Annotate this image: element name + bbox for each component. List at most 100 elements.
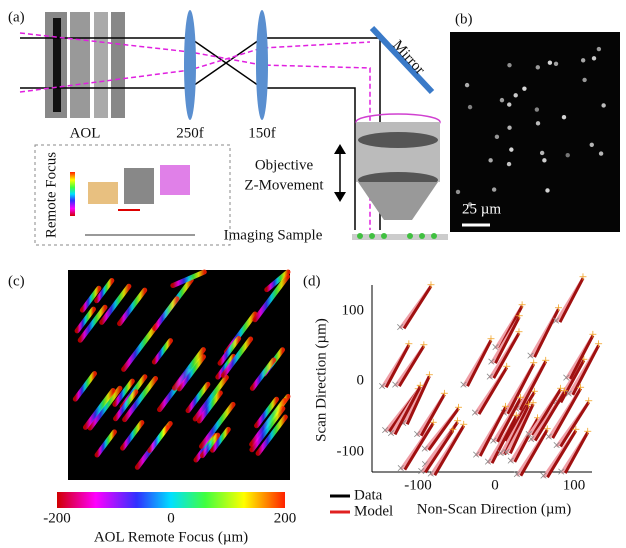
model-marker: × [484,455,492,471]
data-line [424,429,455,474]
streak [74,306,96,334]
bead [545,188,550,193]
streak [170,269,207,289]
data-marker: + [453,414,461,430]
inset-objective [124,168,154,204]
data-marker: + [594,337,602,353]
data-marker: + [529,355,537,371]
panel-label: (b) [455,11,473,27]
streak [249,398,287,447]
objective [358,182,438,220]
bead [553,61,559,67]
legend-label: Data [354,487,383,503]
bead [455,189,461,195]
data-marker: + [459,417,467,433]
aol-crystal [70,12,90,118]
streak [215,353,236,380]
bead [467,202,473,207]
bead [499,97,505,103]
bead [535,65,541,70]
model-marker: × [381,423,389,439]
inset-box [34,144,231,246]
bead [507,62,512,68]
model-marker: × [471,406,479,422]
sample [352,234,448,240]
sample-label: Imaging Sample [224,227,323,243]
streak [199,432,221,459]
colorbar-tick: 200 [274,510,297,526]
streak [220,336,254,379]
model-marker: × [391,378,399,394]
streak [72,371,97,402]
aol-label: AOL [70,125,101,141]
streak [117,287,148,327]
streak [255,414,288,456]
bead [491,187,497,192]
data-marker: + [533,410,541,426]
data-marker: + [440,386,448,402]
streak [147,425,170,453]
data-line [551,387,582,439]
data-marker: + [529,396,537,412]
streak [87,385,123,431]
data-marker: + [530,384,538,400]
data-marker: + [576,380,584,396]
y-tick-label: 0 [357,372,365,388]
panel-b: (b) 25 µm [450,11,620,232]
mirror [369,25,435,95]
bead [464,82,470,88]
bead [565,152,570,158]
bead [561,115,567,120]
model-marker: × [387,426,395,442]
data-line [494,316,521,364]
panel-d: (d) 100 0 -100 -100 0 100 Scan Direction… [303,270,603,520]
streak [112,378,135,407]
panel-label: (d) [303,273,321,289]
y-axis-label: Scan Direction (µm) [313,318,329,442]
lens [256,10,268,120]
data-marker: + [454,400,462,416]
model-marker: × [552,438,560,454]
data-line [559,401,590,448]
streak [264,269,291,293]
model-marker: × [562,370,570,386]
streak [151,338,173,365]
model-marker: × [396,320,404,336]
data-line [503,391,536,442]
data-marker: + [580,352,588,368]
data-marker: + [516,390,524,406]
data-line [490,415,518,464]
streak [113,389,139,422]
bead [513,93,518,98]
data-marker: + [449,422,457,438]
colorbar-tick: -200 [43,510,71,526]
data-marker: + [560,383,568,399]
streak [94,277,115,304]
data-line [393,385,422,436]
data-line [563,431,590,474]
panel-a: (a) AOL 250f 150f Mirror [8,9,448,246]
colorbar [57,492,285,508]
data-marker: + [556,381,564,397]
model-marker: × [502,445,510,461]
data-marker: + [579,270,587,286]
data-line [478,406,507,457]
bead [598,151,604,156]
x-tick-label: -100 [404,477,432,493]
lens-label: 150f [248,125,276,141]
arrowhead [334,192,346,202]
model-marker: × [565,386,573,402]
data-marker: + [572,422,580,438]
data-line [559,359,586,404]
scale-bar-label: 25 µm [462,201,501,217]
data-marker: + [583,424,591,440]
data-marker: + [501,399,509,415]
bead [506,161,512,167]
data-marker: + [429,415,437,431]
data-marker: + [543,421,551,437]
bead [601,103,606,108]
data-marker: + [416,378,424,394]
streak [121,323,160,372]
mirror-label: Mirror [389,37,428,77]
model-marker: × [557,465,565,481]
